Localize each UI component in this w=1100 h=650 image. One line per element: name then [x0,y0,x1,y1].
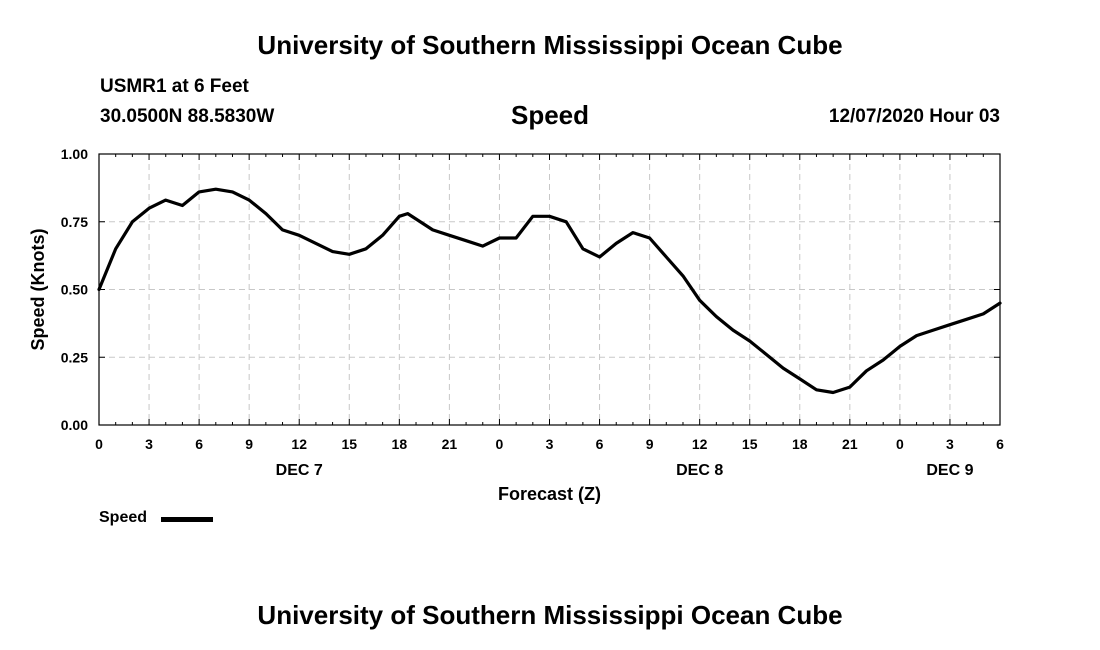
x-tick-label: 3 [946,436,954,452]
x-tick-label: 12 [291,436,307,452]
x-tick-label: 21 [842,436,858,452]
x-tick-label: 9 [245,436,253,452]
speed-chart: 0 3 6 9 12 15 18 21 0 3 6 9 12 15 18 21 0 3 6 0.00 0.25 0.50 0… [28,146,1004,504]
y-tick-label: 0.00 [61,417,88,433]
legend-label: Speed [99,509,148,526]
x-tick-label: 0 [496,436,504,452]
date-label: DEC 9 [926,462,973,479]
date-label: DEC 8 [676,462,723,479]
coords-label: 30.0500N 88.5830W [100,106,275,127]
x-tick-label: 3 [546,436,554,452]
x-tick-label: 12 [692,436,708,452]
y-axis-label: Speed (Knots) [28,228,48,350]
x-tick-label: 18 [392,436,408,452]
x-tick-label: 9 [646,436,654,452]
x-tick-label: 0 [896,436,904,452]
series-line-speed [97,187,1002,395]
timestamp-label: 12/07/2020 Hour 03 [828,106,1000,127]
x-tick-label: 6 [996,436,1004,452]
x-tick-label: 3 [145,436,153,452]
top-title: University of Southern Mississippi Ocean… [257,30,843,60]
y-tick-label: 0.50 [61,282,88,298]
y-tick-label: 1.00 [61,146,88,162]
y-tick-label: 0.75 [61,214,88,230]
x-tick-label: 6 [195,436,203,452]
x-tick-label: 6 [596,436,604,452]
x-axis-label: Forecast (Z) [498,484,601,504]
x-tick-label: 0 [95,436,103,452]
bottom-title: University of Southern Mississippi Ocean… [257,600,843,630]
x-tick-label: 15 [341,436,357,452]
x-tick-label: 21 [442,436,458,452]
x-tick-label: 15 [742,436,758,452]
legend-swatch [161,517,213,522]
y-tick-label: 0.25 [61,349,88,365]
x-tick-label: 18 [792,436,808,452]
date-label: DEC 7 [276,462,323,479]
station-label: USMR1 at 6 Feet [100,76,249,97]
chart-title: Speed [510,100,590,130]
